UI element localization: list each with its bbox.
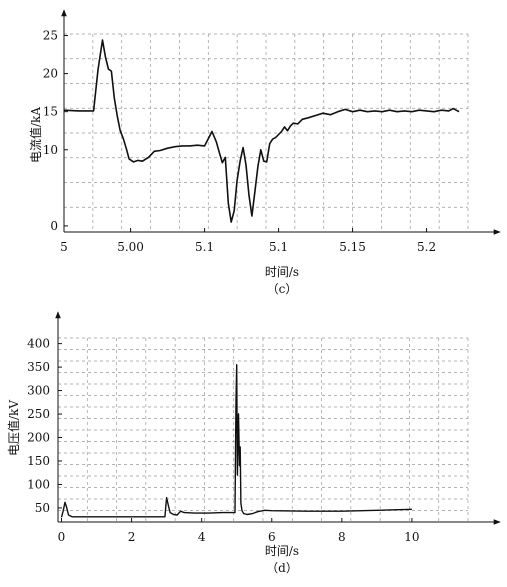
voltage-chart-y-axis-title: 电压值/kV [6,400,21,456]
current-x-tick-label: 5.2 [417,240,436,254]
voltage-chart-ticks: 0 2 4 6 8 10 50 100 150 200 250 300 350 400 [27,337,419,544]
voltage-y-tick-label: 350 [27,360,50,374]
current-chart-y-axis-title: 电流值/kA [28,107,43,163]
current-chart-ticks: 5 5.00 5.1 5.1 5.15 5.2 0 10 15 20 25 [43,29,436,254]
current-series-line [63,39,460,223]
voltage-chart-grid [58,337,469,523]
current-x-tick-label: 5.15 [339,240,366,254]
voltage-chart-axes [55,311,501,525]
current-y-tick-label: 20 [43,67,58,81]
voltage-y-tick-label: 400 [27,337,50,351]
current-y-tick-label: 25 [43,29,58,43]
voltage-y-tick-label: 250 [27,407,50,421]
voltage-y-tick-label: 50 [35,501,50,515]
voltage-x-tick-label: 10 [404,530,419,544]
voltage-x-tick-label: 4 [198,530,206,544]
voltage-x-tick-label: 0 [58,530,66,544]
current-x-tick-label: 5.1 [195,240,214,254]
voltage-x-tick-label: 8 [338,530,346,544]
current-chart-axes [61,9,501,235]
current-chart-x-axis-title: 时间/s [265,265,299,279]
current-y-tick-label: 10 [43,143,58,157]
voltage-chart: 0 2 4 6 8 10 50 100 150 200 250 300 350 400 时间/s 电压值/… [6,311,501,575]
current-x-tick-label: 5.1 [269,240,288,254]
voltage-y-tick-label: 300 [27,384,50,398]
voltage-y-tick-label: 100 [27,477,50,491]
current-y-tick-label: 15 [43,105,58,119]
current-chart-grid [64,33,469,233]
voltage-y-tick-label: 150 [27,454,50,468]
current-x-tick-label: 5.00 [117,240,144,254]
voltage-x-tick-label: 6 [268,530,276,544]
voltage-chart-caption: （d） [266,561,298,575]
voltage-series-line [60,364,412,518]
voltage-x-tick-label: 2 [128,530,136,544]
current-chart-caption: （c） [267,282,298,296]
current-y-tick-label: 0 [50,219,58,233]
voltage-y-tick-label: 200 [27,431,50,445]
current-x-tick-label: 5 [60,240,68,254]
voltage-chart-x-axis-title: 时间/s [265,544,299,558]
